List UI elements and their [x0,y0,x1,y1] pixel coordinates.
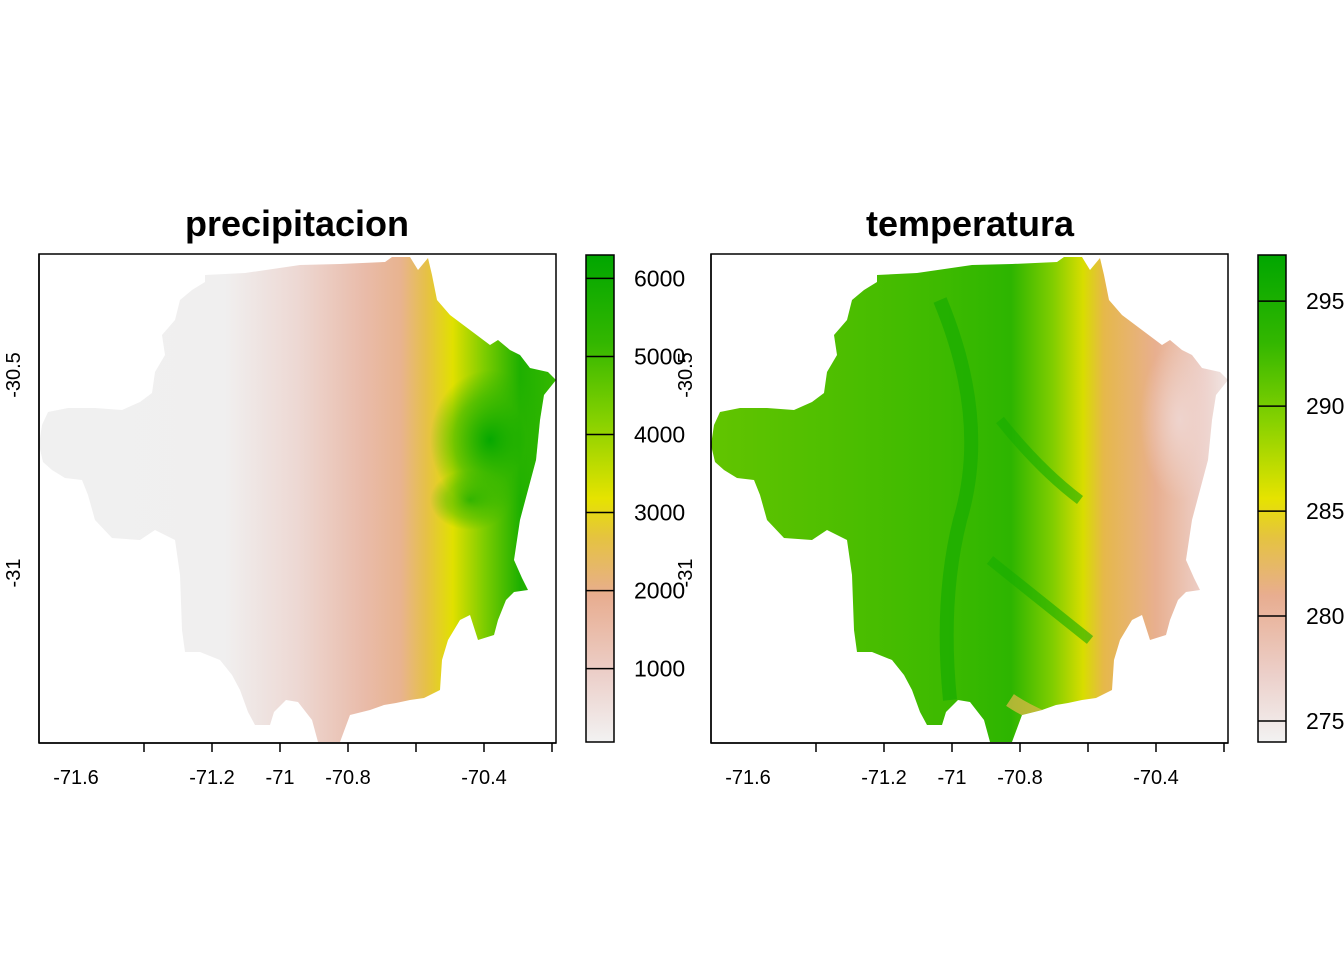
temperature-map-panel: temperatura -71.6 -71.2 -71 -70.8 -70.4 [675,203,1344,789]
legend-tick-label: 285 [1306,498,1344,524]
x-tick-label: -71.2 [189,767,235,789]
x-ticks: -71.6 -71.2 -71 -70.8 -70.4 [53,743,553,789]
legend-colorbar [1257,254,1287,743]
x-tick-label: -70.8 [325,767,371,789]
legend-tick-label: 1000 [634,656,685,682]
x-tick-label: -70.4 [1133,767,1179,789]
y-tick-label: -30.5 [675,352,697,398]
legend-tick-label: 5000 [634,343,685,369]
x-tick-label: -71.6 [53,767,99,789]
legend-tick-label: 6000 [634,265,685,291]
x-tick-label: -71.6 [725,767,771,789]
y-tick-label: -31 [3,559,25,588]
legend-tick-label: 3000 [634,500,685,526]
legend-tick-label: 295 [1306,288,1344,314]
legend-tick-label: 2000 [634,578,685,604]
legend-tick-label: 280 [1306,603,1344,629]
legend-ticks: 1000 2000 3000 4000 5000 6000 [586,265,685,682]
raster-layer [711,257,1228,742]
x-tick-label: -70.8 [997,767,1043,789]
precipitation-map-panel: precipitacion -71.6 -71.2 -71 -70.8 -70.… [3,203,685,789]
x-tick-label: -70.4 [461,767,507,789]
y-ticks: -30.5 -31 [3,352,25,587]
y-tick-label: -30.5 [3,352,25,398]
x-tick-label: -71 [938,767,967,789]
legend: 1000 2000 3000 4000 5000 6000 [585,254,685,743]
legend: 275 280 285 290 295 [1257,254,1344,743]
chart-title: temperatura [866,203,1075,244]
y-ticks: -30.5 -31 [675,352,697,587]
legend-ticks: 275 280 285 290 295 [1258,288,1344,734]
x-tick-label: -71.2 [861,767,907,789]
chart-title: precipitacion [185,203,409,244]
raster-layer [39,257,556,742]
legend-colorbar [585,254,615,743]
x-ticks: -71.6 -71.2 -71 -70.8 -70.4 [725,743,1225,789]
y-tick-label: -31 [675,559,697,588]
legend-tick-label: 275 [1306,708,1344,734]
x-tick-label: -71 [266,767,295,789]
legend-tick-label: 290 [1306,393,1344,419]
legend-tick-label: 4000 [634,422,685,448]
